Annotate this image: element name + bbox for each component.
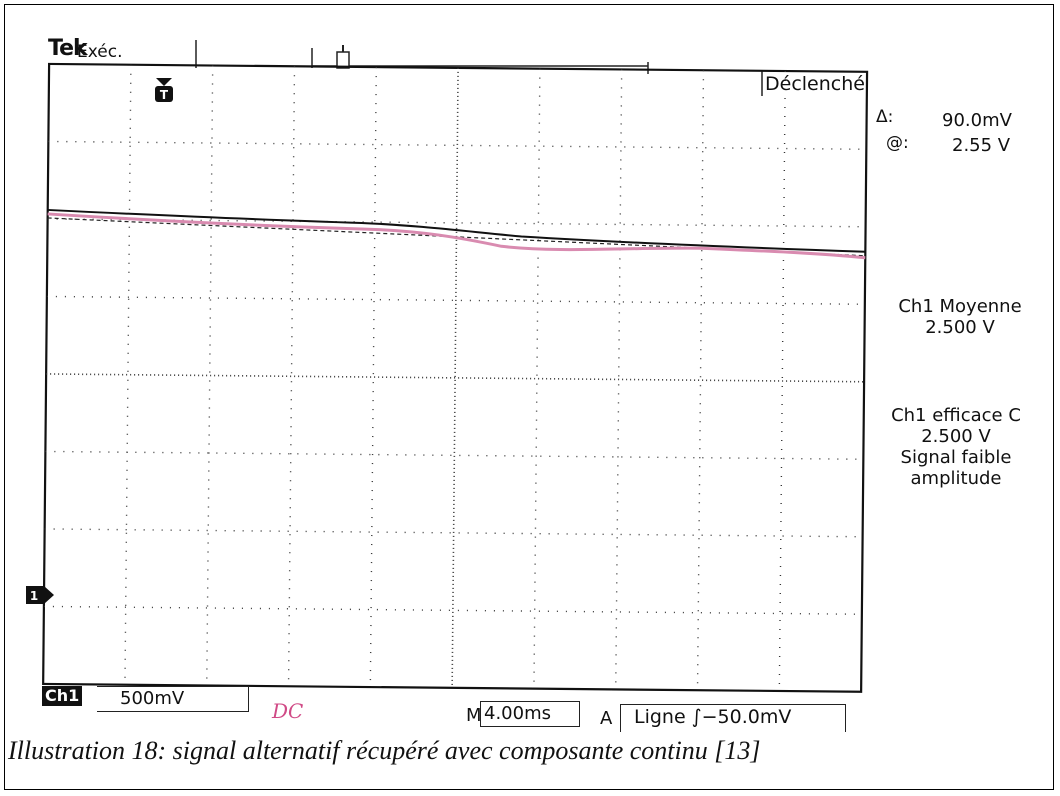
- handwritten-note: DC: [272, 699, 304, 723]
- channel-scale-box: [97, 686, 249, 712]
- channel-scale: 500mV: [120, 688, 185, 709]
- time-scale: 4.00ms: [484, 703, 551, 724]
- signal-trace-pink: [47, 212, 866, 260]
- rms-note-line2: amplitude: [910, 468, 1002, 489]
- svg-text:1: 1: [30, 589, 38, 603]
- channel-1-marker-icon: 1: [26, 586, 54, 604]
- rms-title: Ch1 efficace C: [891, 405, 1021, 426]
- at-value: 2.55 V: [952, 135, 1011, 156]
- time-prefix: M: [466, 705, 482, 726]
- trigger-readout-box: [620, 704, 846, 732]
- trigger-prefix: A: [600, 708, 613, 729]
- at-label: @:: [886, 133, 909, 153]
- mean-measurement: Ch1 Moyenne 2.500 V: [866, 296, 1054, 338]
- trigger-marker-icon: T: [155, 78, 173, 102]
- grid-line-horizontal: [46, 373, 865, 383]
- figure-frame: [4, 4, 1054, 790]
- delta-label: Δ:: [876, 107, 894, 127]
- grid-line-vertical: [451, 67, 459, 688]
- brand-logo: Tek: [48, 36, 88, 61]
- rms-measurement: Ch1 efficace C 2.500 V Signal faible amp…: [858, 405, 1054, 489]
- signal-trace: [47, 208, 866, 253]
- rms-note-line1: Signal faible: [900, 447, 1012, 468]
- grid-line-horizontal: [43, 605, 862, 615]
- grid-line-vertical: [206, 65, 214, 686]
- grid-line-vertical: [369, 67, 377, 688]
- graticule: [42, 62, 869, 693]
- svg-text:T: T: [160, 88, 169, 102]
- mean-title: Ch1 Moyenne: [898, 296, 1022, 317]
- trigger-readout: Ligne ∫−50.0mV: [634, 706, 792, 728]
- grid-line-vertical: [124, 64, 132, 685]
- rms-value: 2.500 V: [921, 426, 991, 447]
- time-scale-box: [480, 701, 580, 727]
- mean-value: 2.500 V: [925, 317, 995, 338]
- delta-value: 90.0mV: [942, 110, 1012, 131]
- figure-caption: Illustration 18: signal alternatif récup…: [8, 736, 761, 765]
- trigger-status: Déclenché: [765, 73, 865, 95]
- run-status: Exéc.: [77, 42, 123, 62]
- grid-line-vertical: [287, 66, 296, 687]
- channel-badge: Ch1: [42, 686, 83, 706]
